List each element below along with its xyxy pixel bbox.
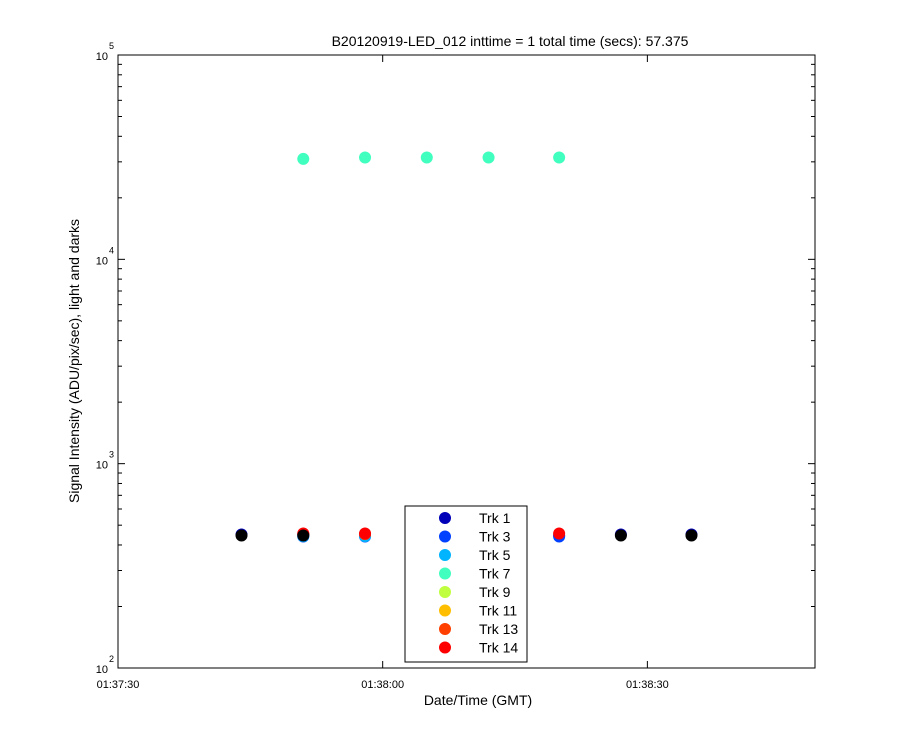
legend-label: Trk 5 (479, 547, 511, 563)
y-tick-label-base: 10 (96, 51, 108, 63)
legend-marker (439, 623, 451, 635)
legend-marker (439, 549, 451, 561)
legend-marker (439, 641, 451, 654)
legend-label: Trk 11 (479, 603, 517, 619)
legend-box (404, 505, 528, 663)
x-axis-label: Date/Time (GMT) (424, 692, 532, 708)
y-tick-label-base: 10 (96, 664, 108, 676)
legend-marker (439, 530, 451, 543)
y-tick-label-base: 10 (96, 255, 108, 267)
data-point (553, 527, 566, 540)
data-point (297, 529, 310, 542)
x-tick-label: 01:37:30 (97, 679, 140, 691)
legend-label: Trk 7 (479, 566, 511, 582)
y-tick-label-exponent: 4 (109, 245, 114, 255)
data-points (235, 151, 698, 543)
x-tick-label: 01:38:00 (361, 679, 404, 691)
data-point (235, 529, 248, 542)
legend-label: Trk 13 (479, 621, 518, 637)
legend-marker (439, 567, 451, 580)
legend-marker (439, 604, 451, 617)
legend-label: Trk 1 (479, 510, 511, 526)
y-tick-label-exponent: 2 (109, 654, 114, 664)
y-tick-label-exponent: 5 (109, 41, 114, 51)
legend-marker (439, 512, 451, 524)
legend-marker (439, 586, 451, 598)
chart-title: B20120919-LED_012 inttime = 1 total time… (332, 33, 689, 49)
data-point (482, 151, 495, 164)
y-tick-label-base: 10 (96, 460, 108, 472)
legend: Trk 1 Trk 3 Trk 5 Trk 7 Trk 9 Trk 11 Trk 13 Trk… (404, 505, 528, 663)
data-point (614, 529, 627, 542)
legend-label: Trk 3 (479, 529, 511, 545)
data-point (297, 152, 310, 165)
data-point (685, 529, 698, 542)
y-axis-label: Signal Intensity (ADU/pix/sec), light an… (66, 219, 82, 503)
data-point (553, 151, 566, 164)
legend-label: Trk 14 (479, 640, 518, 656)
legend-label: Trk 9 (479, 584, 511, 600)
data-point (420, 151, 433, 164)
data-point (359, 527, 372, 540)
x-tick-label: 01:38:30 (626, 679, 669, 691)
data-point (359, 151, 372, 164)
y-tick-label-exponent: 3 (109, 450, 114, 460)
